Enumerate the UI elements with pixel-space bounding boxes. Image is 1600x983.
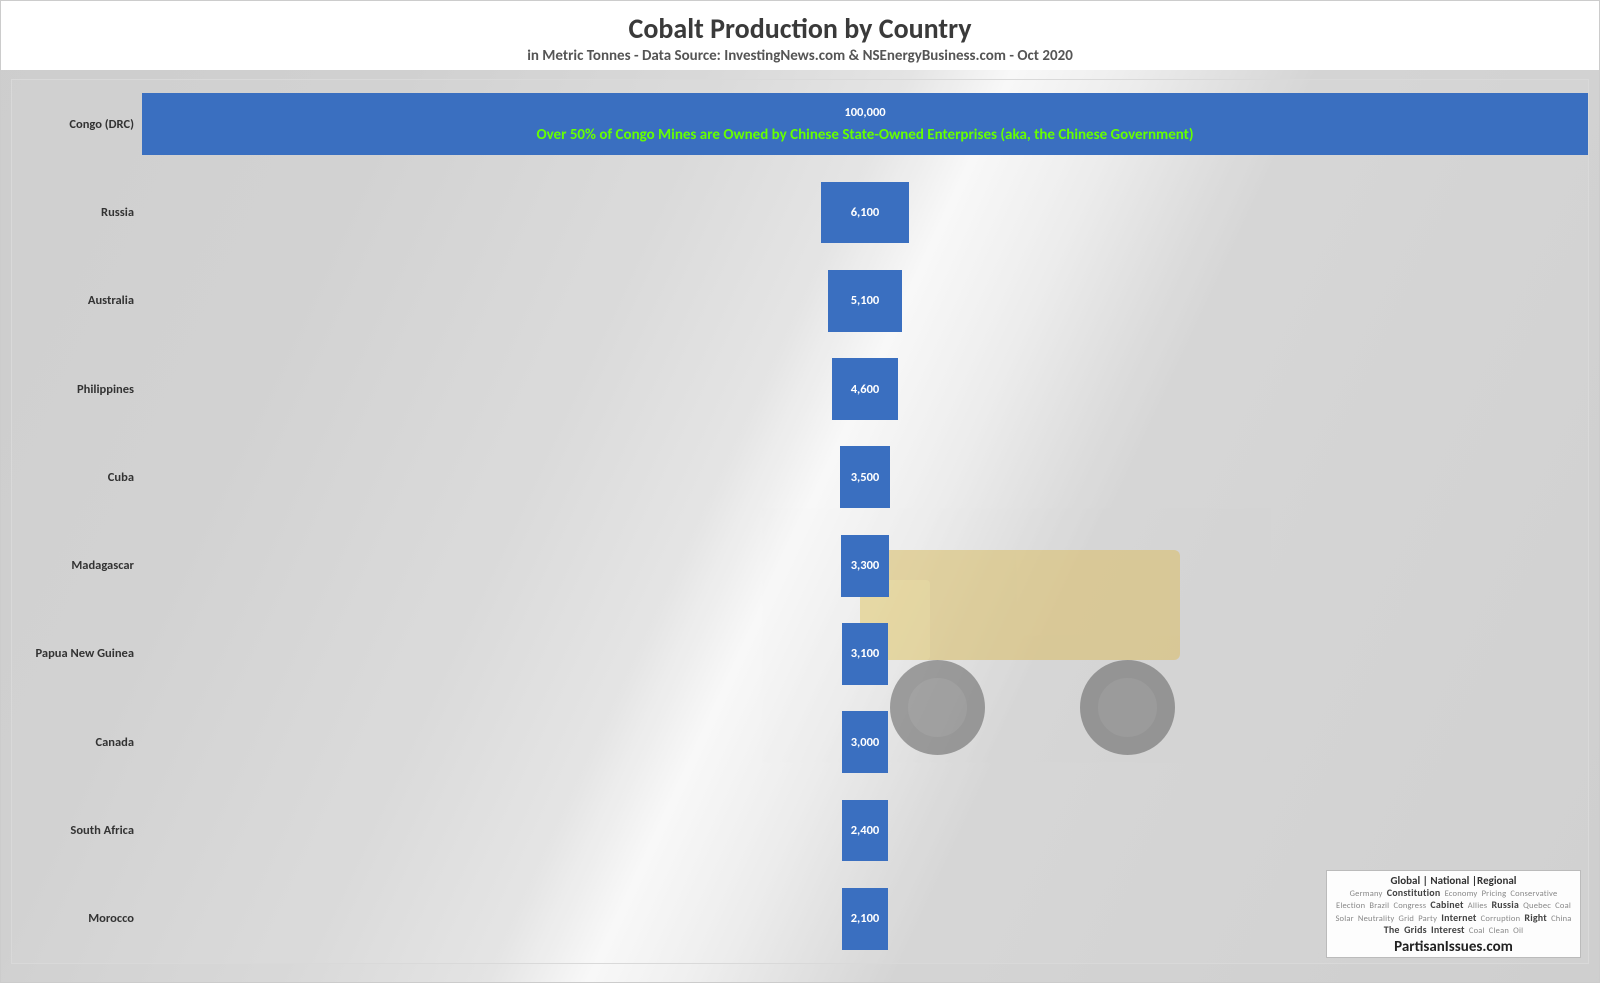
bar-value-label: 3,000 <box>851 735 880 750</box>
bar-area: 3,000 <box>142 698 1588 786</box>
bar-row: Australia 5,100 <box>12 257 1588 345</box>
bar: 3,100 <box>842 623 888 685</box>
bar-value-label: 100,000 <box>844 105 885 120</box>
bar-row: Russia 6,100 <box>12 168 1588 256</box>
y-axis-label: Cuba <box>12 470 142 485</box>
bar: 4,600 <box>832 358 899 420</box>
bar: 3,000 <box>842 711 888 773</box>
attribution-brand: PartisanIssues.com <box>1333 939 1574 956</box>
bar: 100,000 Over 50% of Congo Mines are Owned… <box>142 93 1588 155</box>
y-axis-label: Russia <box>12 205 142 220</box>
bar-row: Canada 3,000 <box>12 698 1588 786</box>
bar-value-label: 4,600 <box>851 382 880 397</box>
attribution-box: Global | National |Regional Germany Cons… <box>1326 870 1581 958</box>
bar-value-label: 2,400 <box>851 823 880 838</box>
bar: 3,500 <box>840 446 891 508</box>
y-axis-label: South Africa <box>12 823 142 838</box>
bar-value-label: 6,100 <box>851 205 880 220</box>
bar-value-label: 3,500 <box>851 470 880 485</box>
bar: 2,100 <box>842 888 888 950</box>
y-axis-label: Canada <box>12 735 142 750</box>
y-axis-label: Congo (DRC) <box>12 117 142 132</box>
bar-area: 6,100 <box>142 168 1588 256</box>
y-axis-label: Madagascar <box>12 558 142 573</box>
bar-row: Congo (DRC) 100,000 Over 50% of Congo Mine… <box>12 80 1588 168</box>
bar-area: 3,500 <box>142 433 1588 521</box>
bar-row: Papua New Guinea 3,100 <box>12 610 1588 698</box>
attribution-wordcloud: Germany Constitution Economy Pricing Con… <box>1333 887 1574 936</box>
bar-row: South Africa 2,400 <box>12 786 1588 874</box>
bar-annotation: Over 50% of Congo Mines are Owned by Chi… <box>526 126 1203 144</box>
y-axis-label: Papua New Guinea <box>12 646 142 661</box>
bar-row: Madagascar 3,300 <box>12 521 1588 609</box>
bar: 6,100 <box>821 182 909 244</box>
bar-area: 4,600 <box>142 345 1588 433</box>
chart-title: Cobalt Production by Country <box>1 11 1599 46</box>
bar-rows: Congo (DRC) 100,000 Over 50% of Congo Mine… <box>12 80 1588 963</box>
y-axis-label: Morocco <box>12 911 142 926</box>
bar-value-label: 2,100 <box>851 911 880 926</box>
bar-area: 100,000 Over 50% of Congo Mines are Owned… <box>142 80 1588 168</box>
bar: 2,400 <box>842 800 888 862</box>
bar-value-label: 5,100 <box>851 293 880 308</box>
y-axis-label: Philippines <box>12 382 142 397</box>
bar-row: Cuba 3,500 <box>12 433 1588 521</box>
bar-value-label: 3,300 <box>851 558 880 573</box>
bar-area: 5,100 <box>142 257 1588 345</box>
bar-area: 3,300 <box>142 521 1588 609</box>
chart-frame: Cobalt Production by Country in Metric T… <box>0 0 1600 983</box>
bar-value-label: 3,100 <box>851 646 880 661</box>
bar: 3,300 <box>841 535 889 597</box>
plot-area: Congo (DRC) 100,000 Over 50% of Congo Mine… <box>11 79 1589 964</box>
bar-row: Philippines 4,600 <box>12 345 1588 433</box>
y-axis-label: Australia <box>12 293 142 308</box>
chart-subtitle: in Metric Tonnes - Data Source: Investin… <box>1 47 1599 65</box>
bar-area: 2,400 <box>142 786 1588 874</box>
bar-area: 3,100 <box>142 610 1588 698</box>
bar: 5,100 <box>828 270 902 332</box>
attribution-header: Global | National |Regional <box>1333 875 1574 887</box>
